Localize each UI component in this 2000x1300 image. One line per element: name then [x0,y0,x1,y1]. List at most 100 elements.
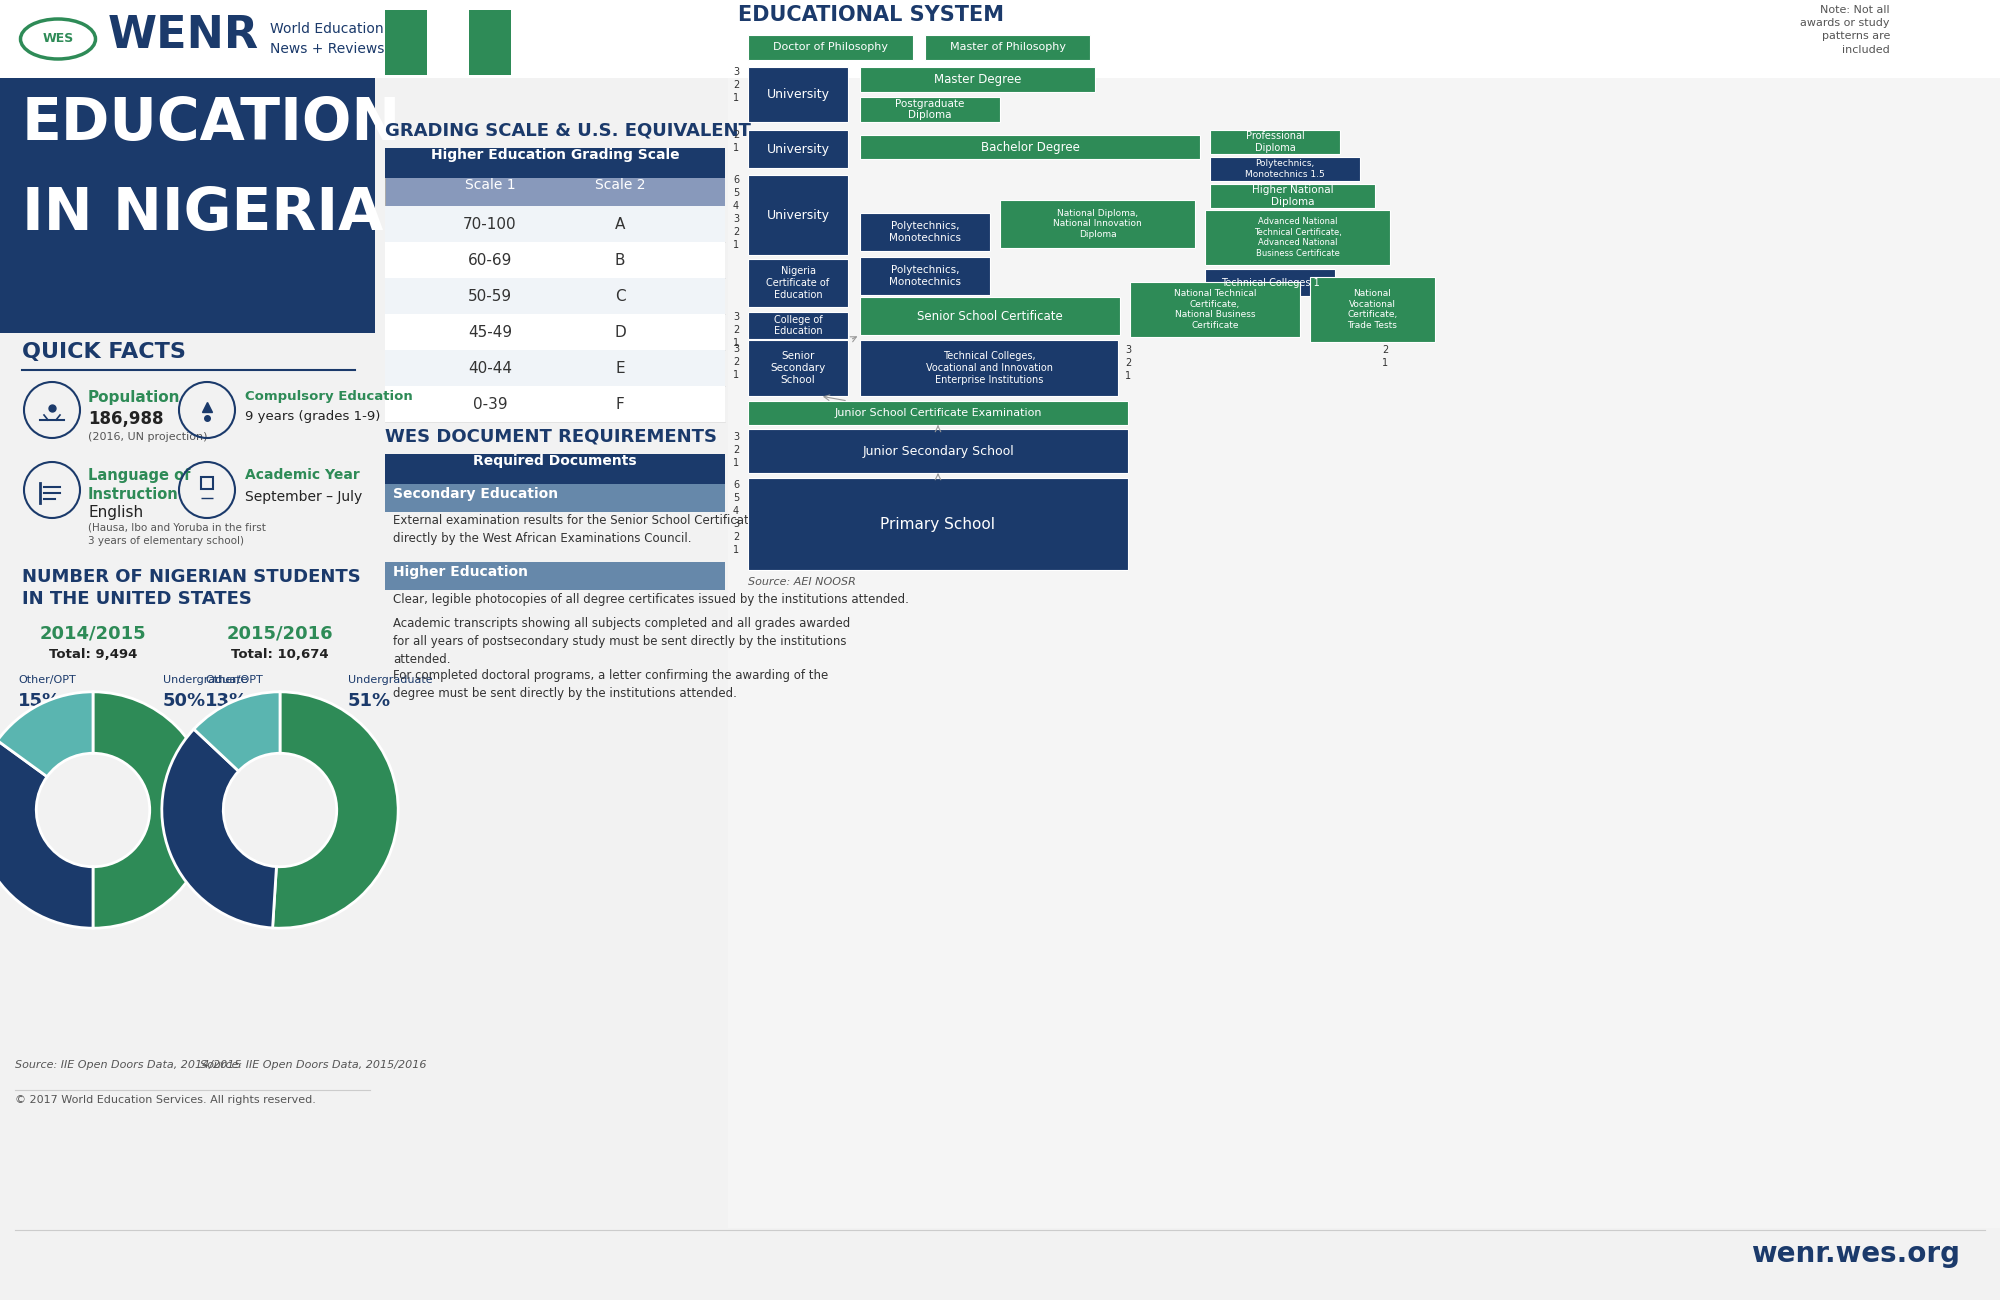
Text: Polytechnics,
Monotechnics: Polytechnics, Monotechnics [888,265,960,287]
Text: Source: IIE Open Doors Data, 2015/2016: Source: IIE Open Doors Data, 2015/2016 [200,1060,426,1070]
FancyBboxPatch shape [748,35,912,60]
Text: 50-59: 50-59 [468,289,512,304]
FancyBboxPatch shape [924,35,1090,60]
FancyBboxPatch shape [1000,200,1196,248]
FancyBboxPatch shape [1204,269,1336,296]
Text: D: D [614,325,626,341]
Text: wenr.wes.org: wenr.wes.org [1752,1240,1960,1268]
Text: Postgraduate
Diploma: Postgraduate Diploma [896,99,964,121]
Text: Population: Population [88,390,180,406]
Text: Academic transcripts showing all subjects completed and all grades awarded
for a: Academic transcripts showing all subject… [392,618,850,666]
FancyBboxPatch shape [384,205,724,242]
Text: College of
Education: College of Education [774,315,822,337]
FancyBboxPatch shape [384,454,724,484]
FancyBboxPatch shape [1210,157,1360,181]
Text: Technical Colleges,
Vocational and Innovation
Enterprise Institutions: Technical Colleges, Vocational and Innov… [926,351,1052,385]
Text: 3: 3 [732,312,740,322]
Text: Note: Not all
awards or study
patterns are
included: Note: Not all awards or study patterns a… [1800,5,1890,55]
Text: 1: 1 [732,370,740,380]
Text: 4: 4 [732,202,740,211]
Text: 4: 4 [732,506,740,516]
FancyBboxPatch shape [748,259,848,307]
Text: National
Vocational
Certificate,
Trade Tests: National Vocational Certificate, Trade T… [1348,290,1398,330]
Text: Source: IIE Open Doors Data, 2014/2015: Source: IIE Open Doors Data, 2014/2015 [16,1060,242,1070]
FancyBboxPatch shape [384,562,724,590]
Text: 40-44: 40-44 [468,361,512,376]
FancyBboxPatch shape [748,341,848,396]
Text: Higher Education Grading Scale: Higher Education Grading Scale [430,148,680,162]
Wedge shape [92,692,212,928]
Text: University: University [766,143,830,156]
Text: Primary School: Primary School [880,516,996,532]
Text: 60-69: 60-69 [468,254,512,268]
FancyBboxPatch shape [384,484,724,512]
Text: 15%: 15% [18,692,62,710]
Text: 70-100: 70-100 [464,217,516,231]
FancyBboxPatch shape [1204,211,1390,265]
Text: 13%: 13% [206,692,248,710]
Text: E: E [616,361,624,376]
Text: B: B [614,254,626,268]
Text: 3: 3 [732,68,740,77]
Text: © 2017 World Education Services. All rights reserved.: © 2017 World Education Services. All rig… [16,1095,316,1105]
Text: EDUCATION: EDUCATION [22,95,402,152]
FancyBboxPatch shape [1210,185,1376,208]
FancyBboxPatch shape [428,10,468,75]
Text: Graduate: Graduate [22,864,74,875]
Text: 3: 3 [732,432,740,442]
Text: C: C [614,289,626,304]
Text: 50%: 50% [164,692,206,710]
Text: 2: 2 [732,81,740,90]
Text: 1: 1 [732,143,740,153]
Wedge shape [194,692,280,771]
Text: QUICK FACTS: QUICK FACTS [22,342,186,361]
Wedge shape [0,741,92,928]
Text: Total: 9,494: Total: 9,494 [48,647,138,660]
Text: 3: 3 [732,214,740,224]
FancyBboxPatch shape [384,148,724,178]
Text: 5: 5 [732,493,740,503]
Wedge shape [162,729,276,928]
Text: NUMBER OF NIGERIAN STUDENTS
IN THE UNITED STATES: NUMBER OF NIGERIAN STUDENTS IN THE UNITE… [22,568,360,608]
Text: Scale 2: Scale 2 [594,178,646,192]
Text: 2: 2 [1382,344,1388,355]
FancyBboxPatch shape [748,400,1128,425]
Text: A: A [614,217,626,231]
FancyBboxPatch shape [384,386,724,422]
Text: Bachelor Degree: Bachelor Degree [980,140,1080,153]
Text: Required Documents: Required Documents [474,454,636,468]
Text: 2: 2 [1124,358,1132,368]
Text: 1: 1 [732,94,740,103]
FancyBboxPatch shape [1310,277,1436,342]
Text: September – July: September – July [244,490,362,504]
Text: 5: 5 [732,188,740,198]
Text: 51%: 51% [348,692,392,710]
Text: Higher Education: Higher Education [392,566,528,578]
Text: 2: 2 [732,227,740,237]
Text: WENR: WENR [108,14,260,57]
Text: World Education: World Education [270,22,384,36]
FancyBboxPatch shape [748,130,848,168]
Text: WES: WES [42,32,74,46]
Text: Undergraduate: Undergraduate [348,675,432,685]
Text: 6: 6 [732,480,740,490]
Text: Compulsory Education: Compulsory Education [244,390,412,403]
Text: Scale 1: Scale 1 [464,178,516,192]
Text: 2: 2 [732,445,740,455]
Text: 0-39: 0-39 [472,396,508,412]
Text: 1: 1 [732,545,740,555]
Text: Higher National
Diploma: Higher National Diploma [1252,185,1334,207]
FancyBboxPatch shape [0,560,376,1225]
Text: News + Reviews: News + Reviews [270,42,384,56]
Text: Senior
Secondary
School: Senior Secondary School [770,351,826,385]
FancyBboxPatch shape [748,176,848,255]
Text: University: University [766,88,830,101]
Text: Secondary Education: Secondary Education [392,488,558,500]
Text: EDUCATIONAL SYSTEM: EDUCATIONAL SYSTEM [738,5,1004,25]
Text: 1: 1 [732,458,740,468]
Text: 186,988: 186,988 [88,410,164,428]
Text: Source: AEI NOOSR: Source: AEI NOOSR [748,577,856,588]
Text: Other/OPT: Other/OPT [18,675,76,685]
Text: 9 years (grades 1-9): 9 years (grades 1-9) [244,410,380,422]
FancyBboxPatch shape [860,257,990,295]
